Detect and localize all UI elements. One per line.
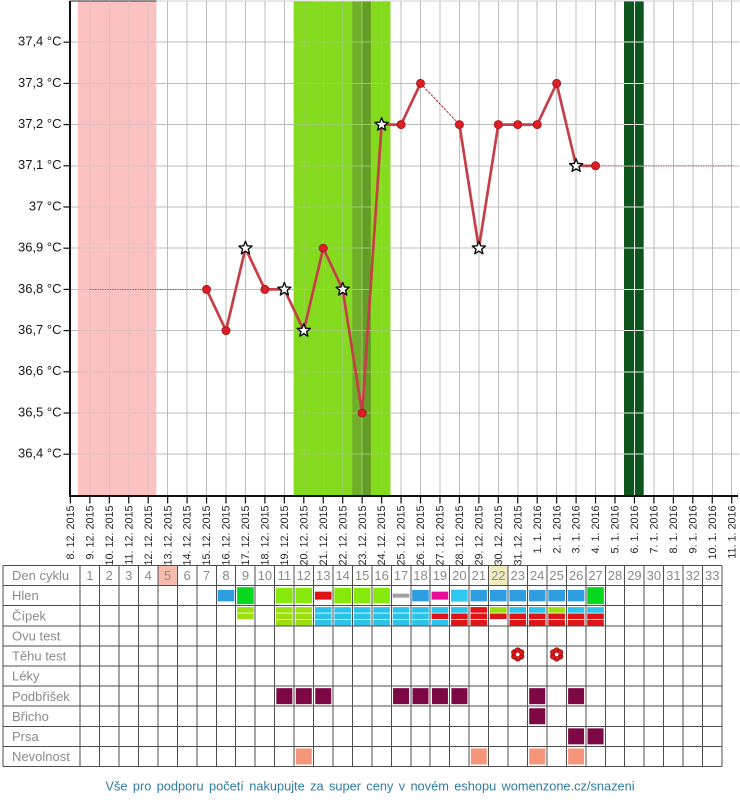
svg-text:2. 1. 2016: 2. 1. 2016 <box>551 506 563 554</box>
svg-text:Vše pro podporu početí nakupuj: Vše pro podporu početí nakupujte za supe… <box>105 779 634 794</box>
svg-text:29: 29 <box>627 568 641 583</box>
svg-text:20. 12. 2015: 20. 12. 2015 <box>298 506 310 566</box>
svg-text:23. 12. 2015: 23. 12. 2015 <box>357 506 369 566</box>
svg-text:9: 9 <box>242 568 249 583</box>
svg-text:7. 1. 2016: 7. 1. 2016 <box>649 506 661 554</box>
svg-text:11. 12. 2015: 11. 12. 2015 <box>123 506 135 565</box>
svg-text:10: 10 <box>258 568 272 583</box>
svg-text:Těhu test: Těhu test <box>12 649 67 664</box>
svg-text:15. 12. 2015: 15. 12. 2015 <box>201 506 213 566</box>
svg-text:17. 12. 2015: 17. 12. 2015 <box>240 506 252 566</box>
svg-text:15: 15 <box>355 568 369 583</box>
svg-text:Čípek: Čípek <box>12 608 46 623</box>
svg-text:Den cyklu: Den cyklu <box>12 568 69 583</box>
svg-text:Břicho: Břicho <box>12 709 49 724</box>
svg-text:36,6 °C: 36,6 °C <box>18 363 62 378</box>
svg-text:27: 27 <box>588 568 602 583</box>
svg-text:Ovu test: Ovu test <box>12 628 61 643</box>
svg-text:11: 11 <box>278 568 292 583</box>
svg-text:37,1 °C: 37,1 °C <box>18 157 62 172</box>
svg-text:5: 5 <box>164 568 171 583</box>
svg-text:Hlen: Hlen <box>12 588 39 603</box>
svg-text:37,4 °C: 37,4 °C <box>18 34 62 49</box>
svg-text:22: 22 <box>491 568 505 583</box>
svg-text:37 °C: 37 °C <box>29 198 62 213</box>
svg-text:25: 25 <box>549 568 563 583</box>
svg-text:2: 2 <box>106 568 113 583</box>
svg-text:3. 1. 2016: 3. 1. 2016 <box>571 506 583 554</box>
svg-text:30: 30 <box>647 568 661 583</box>
svg-text:Nevolnost: Nevolnost <box>12 749 70 764</box>
svg-text:23: 23 <box>511 568 525 583</box>
svg-text:1: 1 <box>86 568 93 583</box>
svg-text:12: 12 <box>297 568 311 583</box>
svg-text:27. 12. 2015: 27. 12. 2015 <box>435 506 447 566</box>
svg-text:30. 12. 2015: 30. 12. 2015 <box>493 506 505 566</box>
svg-text:16: 16 <box>374 568 388 583</box>
svg-text:14: 14 <box>335 568 349 583</box>
svg-text:8: 8 <box>222 568 229 583</box>
svg-text:14. 12. 2015: 14. 12. 2015 <box>182 506 194 566</box>
svg-text:25. 12. 2015: 25. 12. 2015 <box>396 506 408 566</box>
svg-text:21. 12. 2015: 21. 12. 2015 <box>318 506 330 566</box>
svg-text:32: 32 <box>686 568 700 583</box>
svg-text:24. 12. 2015: 24. 12. 2015 <box>376 506 388 566</box>
svg-text:6: 6 <box>183 568 190 583</box>
svg-text:29. 12. 2015: 29. 12. 2015 <box>473 506 485 566</box>
svg-text:10. 12. 2015: 10. 12. 2015 <box>104 506 116 566</box>
svg-text:9. 1. 2016: 9. 1. 2016 <box>687 506 699 554</box>
svg-text:9. 12. 2015: 9. 12. 2015 <box>84 506 96 560</box>
svg-text:11. 1. 2016: 11. 1. 2016 <box>726 506 738 559</box>
svg-text:36,9 °C: 36,9 °C <box>18 240 62 255</box>
svg-text:10. 1. 2016: 10. 1. 2016 <box>707 506 719 560</box>
svg-text:4. 1. 2016: 4. 1. 2016 <box>590 506 602 554</box>
svg-text:19: 19 <box>433 568 447 583</box>
svg-text:19. 12. 2015: 19. 12. 2015 <box>279 506 291 566</box>
svg-text:3: 3 <box>125 568 132 583</box>
svg-text:26: 26 <box>569 568 583 583</box>
svg-text:22. 12. 2015: 22. 12. 2015 <box>337 506 349 566</box>
svg-text:12. 12. 2015: 12. 12. 2015 <box>143 506 155 566</box>
svg-text:20: 20 <box>452 568 466 583</box>
svg-text:17: 17 <box>394 568 408 583</box>
svg-text:31. 12. 2015: 31. 12. 2015 <box>512 506 524 566</box>
svg-text:24: 24 <box>530 568 544 583</box>
svg-text:21: 21 <box>472 568 486 583</box>
svg-text:1. 1. 2016: 1. 1. 2016 <box>532 506 544 554</box>
svg-text:18. 12. 2015: 18. 12. 2015 <box>260 506 272 566</box>
svg-text:8. 1. 2016: 8. 1. 2016 <box>668 506 680 554</box>
svg-text:37,3 °C: 37,3 °C <box>18 75 62 90</box>
svg-text:26. 12. 2015: 26. 12. 2015 <box>415 506 427 566</box>
svg-text:18: 18 <box>413 568 427 583</box>
svg-text:36,7 °C: 36,7 °C <box>18 322 62 337</box>
svg-text:36,8 °C: 36,8 °C <box>18 281 62 296</box>
svg-text:31: 31 <box>666 568 680 583</box>
svg-text:7: 7 <box>203 568 210 583</box>
svg-text:Prsa: Prsa <box>12 729 40 744</box>
svg-text:Léky: Léky <box>12 669 40 684</box>
svg-text:33: 33 <box>705 568 719 583</box>
svg-text:5. 1. 2016: 5. 1. 2016 <box>610 506 622 554</box>
svg-text:4: 4 <box>145 568 152 583</box>
svg-text:16. 12. 2015: 16. 12. 2015 <box>221 506 233 566</box>
svg-text:13. 12. 2015: 13. 12. 2015 <box>162 506 174 566</box>
svg-text:Podbřišek: Podbřišek <box>12 689 70 704</box>
svg-text:37,2 °C: 37,2 °C <box>18 116 62 131</box>
svg-text:28: 28 <box>608 568 622 583</box>
svg-text:36,5 °C: 36,5 °C <box>18 404 62 419</box>
svg-text:6. 1. 2016: 6. 1. 2016 <box>629 506 641 554</box>
svg-text:8. 12. 2015: 8. 12. 2015 <box>65 506 77 560</box>
svg-text:28. 12. 2015: 28. 12. 2015 <box>454 506 466 566</box>
svg-text:13: 13 <box>316 568 330 583</box>
svg-text:36,4 °C: 36,4 °C <box>18 446 62 461</box>
